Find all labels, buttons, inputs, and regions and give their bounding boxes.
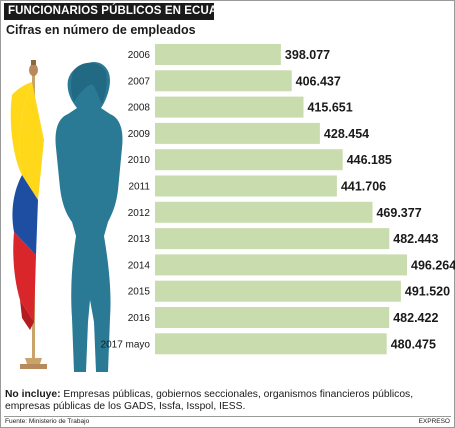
exclusion-note: No incluye: Empresas públicas, gobiernos… [5, 389, 450, 413]
bar-2016 [155, 307, 390, 328]
value-label: 491.520 [405, 285, 450, 299]
bar-2008 [155, 96, 304, 118]
note-text: Empresas públicas, gobiernos seccionales… [5, 389, 414, 412]
bar-2006 [155, 44, 281, 65]
category-label: 2016 [128, 313, 151, 324]
flag-red-stripe [13, 232, 36, 322]
flag-pole-foot [20, 364, 47, 369]
value-label: 398.077 [285, 48, 330, 62]
value-label: 415.651 [307, 101, 352, 115]
flag-blue-stripe [12, 175, 38, 255]
page-title: FUNCIONARIOS PÚBLICOS EN ECUADOR [4, 3, 243, 20]
footer-divider [4, 416, 451, 417]
flag-yellow-band [19, 82, 44, 200]
category-label: 2011 [128, 182, 150, 193]
bar-2011 [155, 175, 337, 197]
category-label: 2007 [128, 76, 151, 87]
source-credit: Fuente: Ministerio de Trabajo [5, 418, 90, 425]
publisher-credit: EXPRESO [418, 418, 450, 425]
flag-pole-base [25, 358, 42, 364]
woman-silhouette-icon [55, 61, 123, 373]
bar-2013 [155, 228, 390, 250]
category-label: 2014 [128, 260, 151, 271]
woman-hair-icon [71, 62, 107, 104]
value-label: 496.264 [411, 258, 455, 272]
category-label: 2013 [128, 234, 151, 245]
flag-pole-finial [29, 64, 38, 76]
bar-2015 [155, 280, 401, 302]
value-label: 441.706 [341, 180, 386, 194]
category-label: 2015 [128, 287, 151, 298]
chart-subtitle: Cifras en número de empleados [6, 23, 196, 37]
bar-2017-mayo [155, 333, 387, 355]
ecuador-flag-icon [10, 60, 47, 369]
bar-2009 [155, 122, 320, 144]
category-label: 2017 mayo [101, 339, 151, 350]
category-label: 2008 [128, 103, 151, 114]
category-label: 2010 [128, 155, 151, 166]
flag-fold-shade [20, 300, 34, 330]
flag-pole-tip [31, 60, 36, 65]
value-label: 482.422 [393, 311, 438, 325]
bar-2012 [155, 201, 373, 223]
value-label: 446.185 [347, 153, 392, 167]
value-label: 480.475 [391, 337, 436, 351]
value-label: 469.377 [376, 206, 421, 220]
category-label: 2012 [128, 208, 151, 219]
value-label: 406.437 [296, 74, 341, 88]
category-label: 2006 [128, 50, 151, 61]
value-label: 428.454 [324, 127, 369, 141]
note-label: No incluye: [5, 389, 61, 400]
flag-yellow-stripe [10, 82, 32, 175]
category-label: 2009 [128, 129, 151, 140]
bars-layer: 2006 398.077 2007 406.437 2008 415.651 2009 428… [101, 44, 455, 355]
value-label: 482.443 [393, 232, 438, 246]
bar-2007 [155, 70, 292, 92]
bar-2014 [155, 254, 407, 276]
bar-2010 [155, 149, 343, 171]
